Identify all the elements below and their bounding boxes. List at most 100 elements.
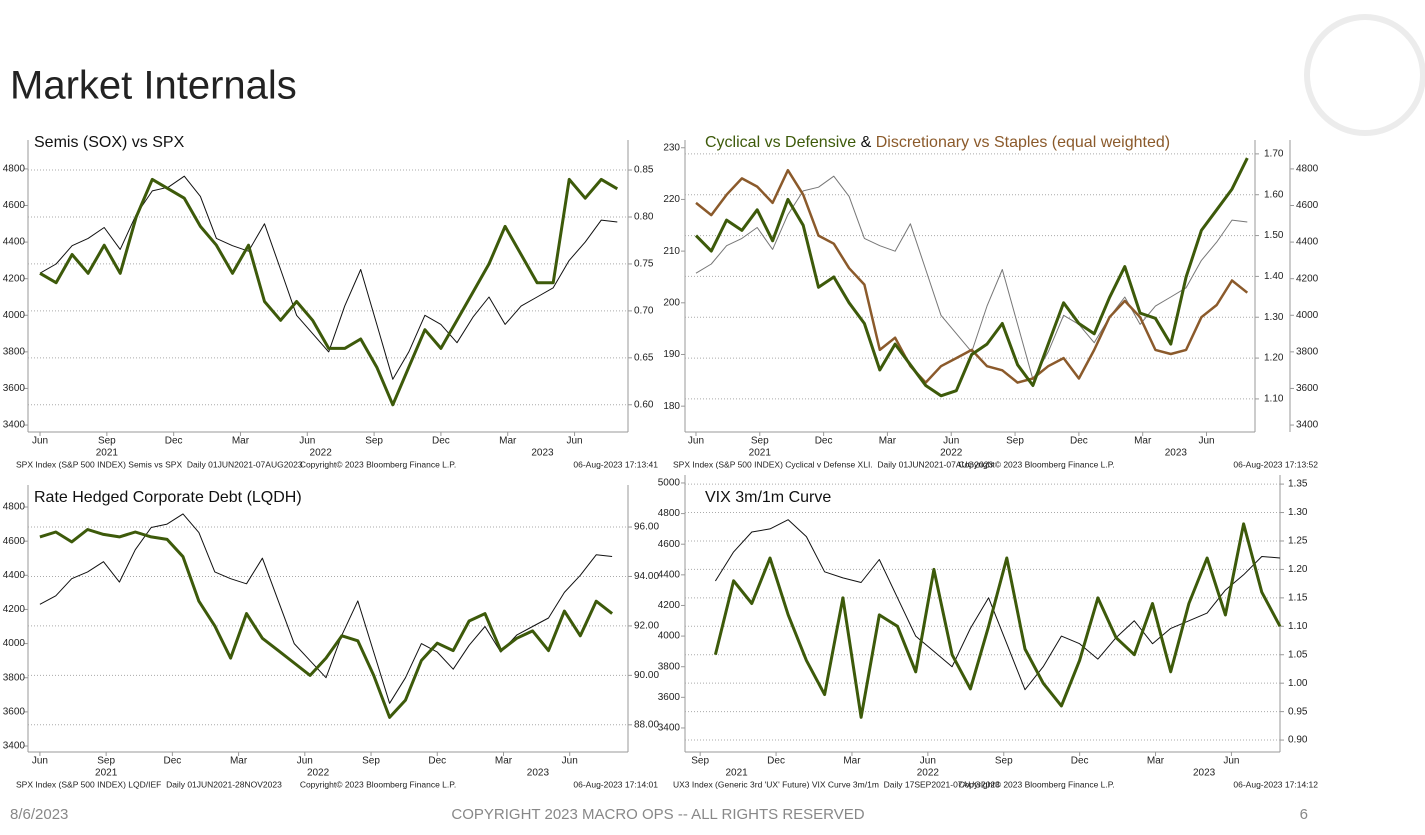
- year-label: 2021: [749, 448, 772, 459]
- x-tick-label: Dec: [767, 756, 785, 767]
- y-tick-label: 3800: [3, 672, 26, 683]
- x-tick-label: Sep: [995, 756, 1013, 767]
- y3-tick-label: 4200: [1296, 273, 1319, 284]
- y-tick-label: 230: [663, 142, 680, 153]
- y3-tick-label: 4400: [1296, 237, 1319, 248]
- chart-title: Semis (SOX) vs SPX: [34, 134, 185, 151]
- x-tick-label: Dec: [163, 756, 181, 767]
- year-label: 2021: [95, 768, 118, 779]
- y2-tick-label: 94.00: [634, 571, 659, 582]
- y2-tick-label: 0.95: [1288, 706, 1308, 717]
- source-copyright: Copyright© 2023 Bloomberg Finance L.P.: [958, 459, 1114, 469]
- x-tick-label: Sep: [691, 756, 709, 767]
- y2-tick-label: 0.70: [634, 306, 654, 317]
- x-tick-label: Dec: [165, 436, 183, 447]
- y-tick-label: 4200: [3, 604, 26, 615]
- y2-tick-label: 1.15: [1288, 592, 1308, 603]
- x-tick-label: Jun: [299, 436, 315, 447]
- y-tick-label: 3800: [3, 347, 26, 358]
- x-tick-label: Jun: [943, 436, 959, 447]
- y-tick-label: 4400: [658, 569, 681, 580]
- source-timestamp: 06-Aug-2023 17:13:41: [573, 459, 658, 469]
- chart-title: Cyclical vs Defensive & Discretionary vs…: [705, 134, 1170, 151]
- y-tick-label: 180: [663, 401, 680, 412]
- y2-tick-label: 1.60: [1264, 189, 1284, 200]
- x-tick-label: Jun: [1223, 756, 1239, 767]
- y3-tick-label: 3800: [1296, 347, 1319, 358]
- slide-title: Market Internals: [10, 64, 297, 108]
- source-text: SPX Index (S&P 500 INDEX) Cyclical v Def…: [673, 459, 993, 469]
- chart-title-part: &: [856, 134, 876, 151]
- series-line: [39, 177, 619, 407]
- logo-ring: [1304, 14, 1425, 136]
- series-line: [695, 175, 1248, 380]
- y2-tick-label: 0.65: [634, 352, 654, 363]
- y2-tick-label: 1.35: [1288, 479, 1308, 490]
- y-tick-label: 4600: [658, 539, 681, 550]
- y-tick-label: 220: [663, 194, 680, 205]
- y-tick-label: 4600: [3, 200, 26, 211]
- x-tick-label: Sep: [751, 436, 769, 447]
- y3-tick-label: 3600: [1296, 383, 1319, 394]
- footer-date: 8/6/2023: [10, 806, 68, 823]
- y2-tick-label: 1.10: [1288, 621, 1308, 632]
- series-line: [39, 513, 613, 704]
- y2-tick-label: 92.00: [634, 621, 659, 632]
- y-tick-label: 4000: [658, 631, 681, 642]
- x-tick-label: Mar: [495, 756, 513, 767]
- y2-tick-label: 1.20: [1264, 353, 1284, 364]
- year-label: 2022: [940, 448, 963, 459]
- y-tick-label: 3800: [658, 661, 681, 672]
- x-tick-label: Dec: [428, 756, 446, 767]
- x-tick-label: Sep: [362, 756, 380, 767]
- year-label: 2022: [307, 768, 330, 779]
- y2-tick-label: 1.20: [1288, 564, 1308, 575]
- source-copyright: Copyright© 2023 Bloomberg Finance L.P.: [300, 459, 456, 469]
- x-tick-label: Dec: [432, 436, 450, 447]
- y-tick-label: 200: [663, 297, 680, 308]
- x-tick-label: Mar: [232, 436, 250, 447]
- x-tick-label: Jun: [920, 756, 936, 767]
- y3-tick-label: 4000: [1296, 310, 1319, 321]
- series-line: [713, 522, 1282, 719]
- y2-tick-label: 1.30: [1288, 507, 1308, 518]
- y-tick-label: 4200: [3, 273, 26, 284]
- x-tick-label: Sep: [365, 436, 383, 447]
- series-line: [714, 519, 1281, 691]
- y-tick-label: 3600: [3, 383, 26, 394]
- source-copyright: Copyright© 2023 Bloomberg Finance L.P.: [300, 779, 456, 789]
- y-tick-label: 4800: [3, 502, 26, 513]
- y-tick-label: 4000: [3, 310, 26, 321]
- x-tick-label: Sep: [97, 756, 115, 767]
- y3-tick-label: 4600: [1296, 200, 1319, 211]
- x-tick-label: Jun: [32, 436, 48, 447]
- y2-tick-label: 0.75: [634, 259, 654, 270]
- y-tick-label: 4800: [658, 508, 681, 519]
- year-label: 2023: [527, 768, 550, 779]
- footer-page: 6: [1300, 806, 1308, 823]
- y-tick-label: 4800: [3, 164, 26, 175]
- x-tick-label: Jun: [566, 436, 582, 447]
- year-label: 2023: [1165, 448, 1188, 459]
- y2-tick-label: 1.50: [1264, 230, 1284, 241]
- year-label: 2022: [310, 448, 333, 459]
- x-tick-label: Mar: [879, 436, 897, 447]
- y-tick-label: 3600: [3, 707, 26, 718]
- y-tick-label: 5000: [658, 478, 681, 489]
- x-tick-label: Dec: [815, 436, 833, 447]
- y2-tick-label: 0.60: [634, 399, 654, 410]
- y3-tick-label: 3400: [1296, 420, 1319, 431]
- chart-title-part: Discretionary vs Staples (equal weighted…: [876, 134, 1170, 151]
- y2-tick-label: 1.30: [1264, 312, 1284, 323]
- y-tick-label: 3400: [3, 741, 26, 752]
- y2-tick-label: 1.40: [1264, 271, 1284, 282]
- y-tick-label: 190: [663, 349, 680, 360]
- source-timestamp: 06-Aug-2023 17:14:12: [1233, 779, 1318, 789]
- x-tick-label: Jun: [1198, 436, 1214, 447]
- footer-copyright: COPYRIGHT 2023 MACRO OPS -- ALL RIGHTS R…: [451, 806, 864, 823]
- x-tick-label: Dec: [1071, 756, 1089, 767]
- series-line: [694, 157, 1249, 398]
- x-tick-label: Jun: [32, 756, 48, 767]
- y-tick-label: 4400: [3, 237, 26, 248]
